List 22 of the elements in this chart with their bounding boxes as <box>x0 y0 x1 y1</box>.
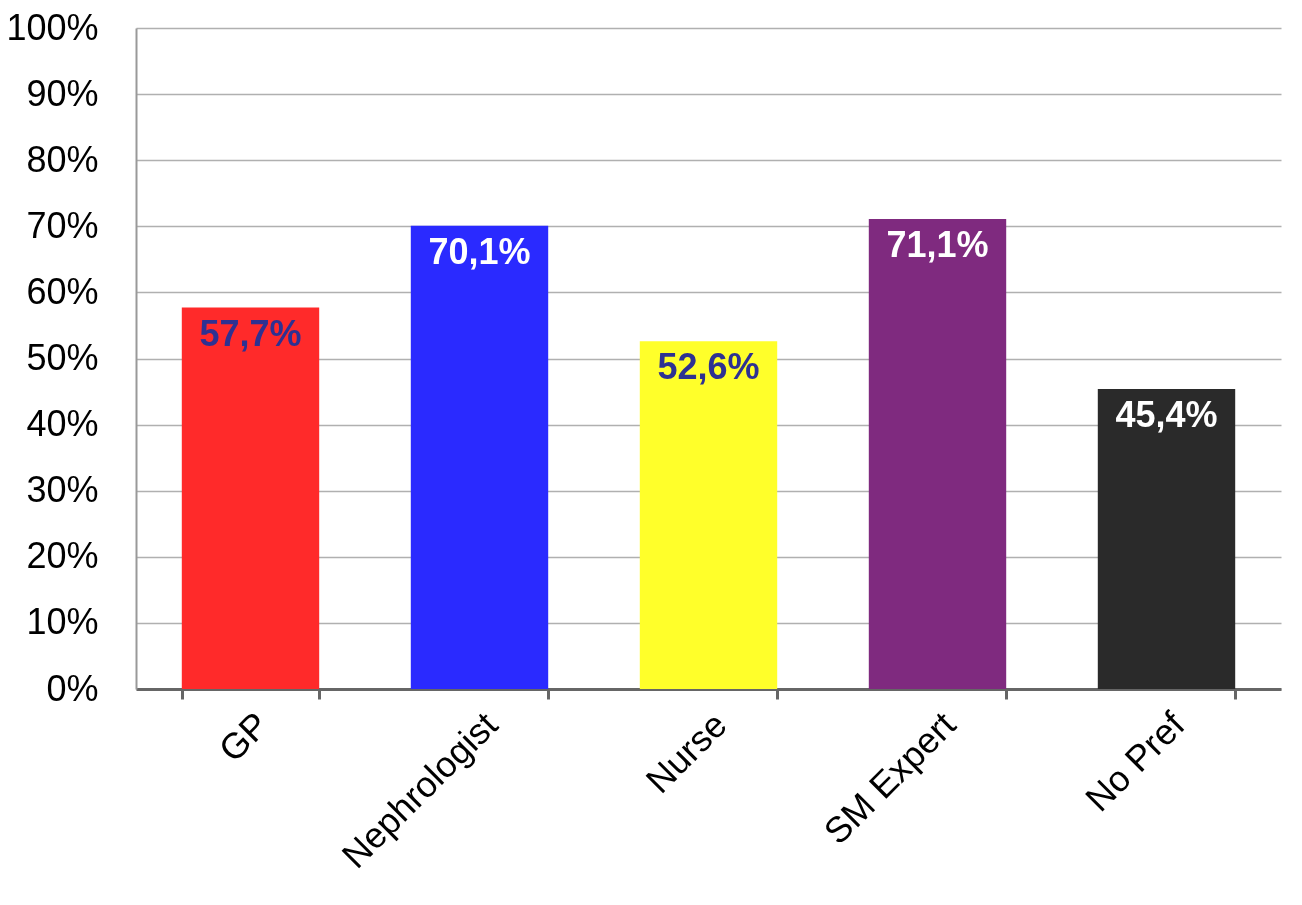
bar <box>868 219 1007 689</box>
bar <box>1097 388 1236 689</box>
y-tick-label: 80% <box>26 138 99 180</box>
bar <box>181 307 320 689</box>
y-tick-label: 0% <box>46 667 99 709</box>
y-tick-label: 10% <box>26 601 99 643</box>
y-tick-label: 90% <box>26 72 99 114</box>
y-tick-label: 70% <box>26 204 99 246</box>
data-label: 71,1% <box>886 224 989 266</box>
data-label: 57,7% <box>199 312 302 354</box>
y-tick-label: 100% <box>6 6 99 48</box>
data-label: 45,4% <box>1115 393 1218 435</box>
y-tick-label: 40% <box>26 403 99 445</box>
y-tick-label: 20% <box>26 535 99 577</box>
y-tick-label: 60% <box>26 270 99 312</box>
y-tick-label: 50% <box>26 337 99 378</box>
data-label: 70,1% <box>428 230 531 272</box>
bar <box>410 225 549 689</box>
x-tick-label: GP <box>210 703 277 770</box>
y-tick-label: 30% <box>26 469 99 511</box>
bar <box>639 341 778 689</box>
data-label: 52,6% <box>657 346 760 388</box>
